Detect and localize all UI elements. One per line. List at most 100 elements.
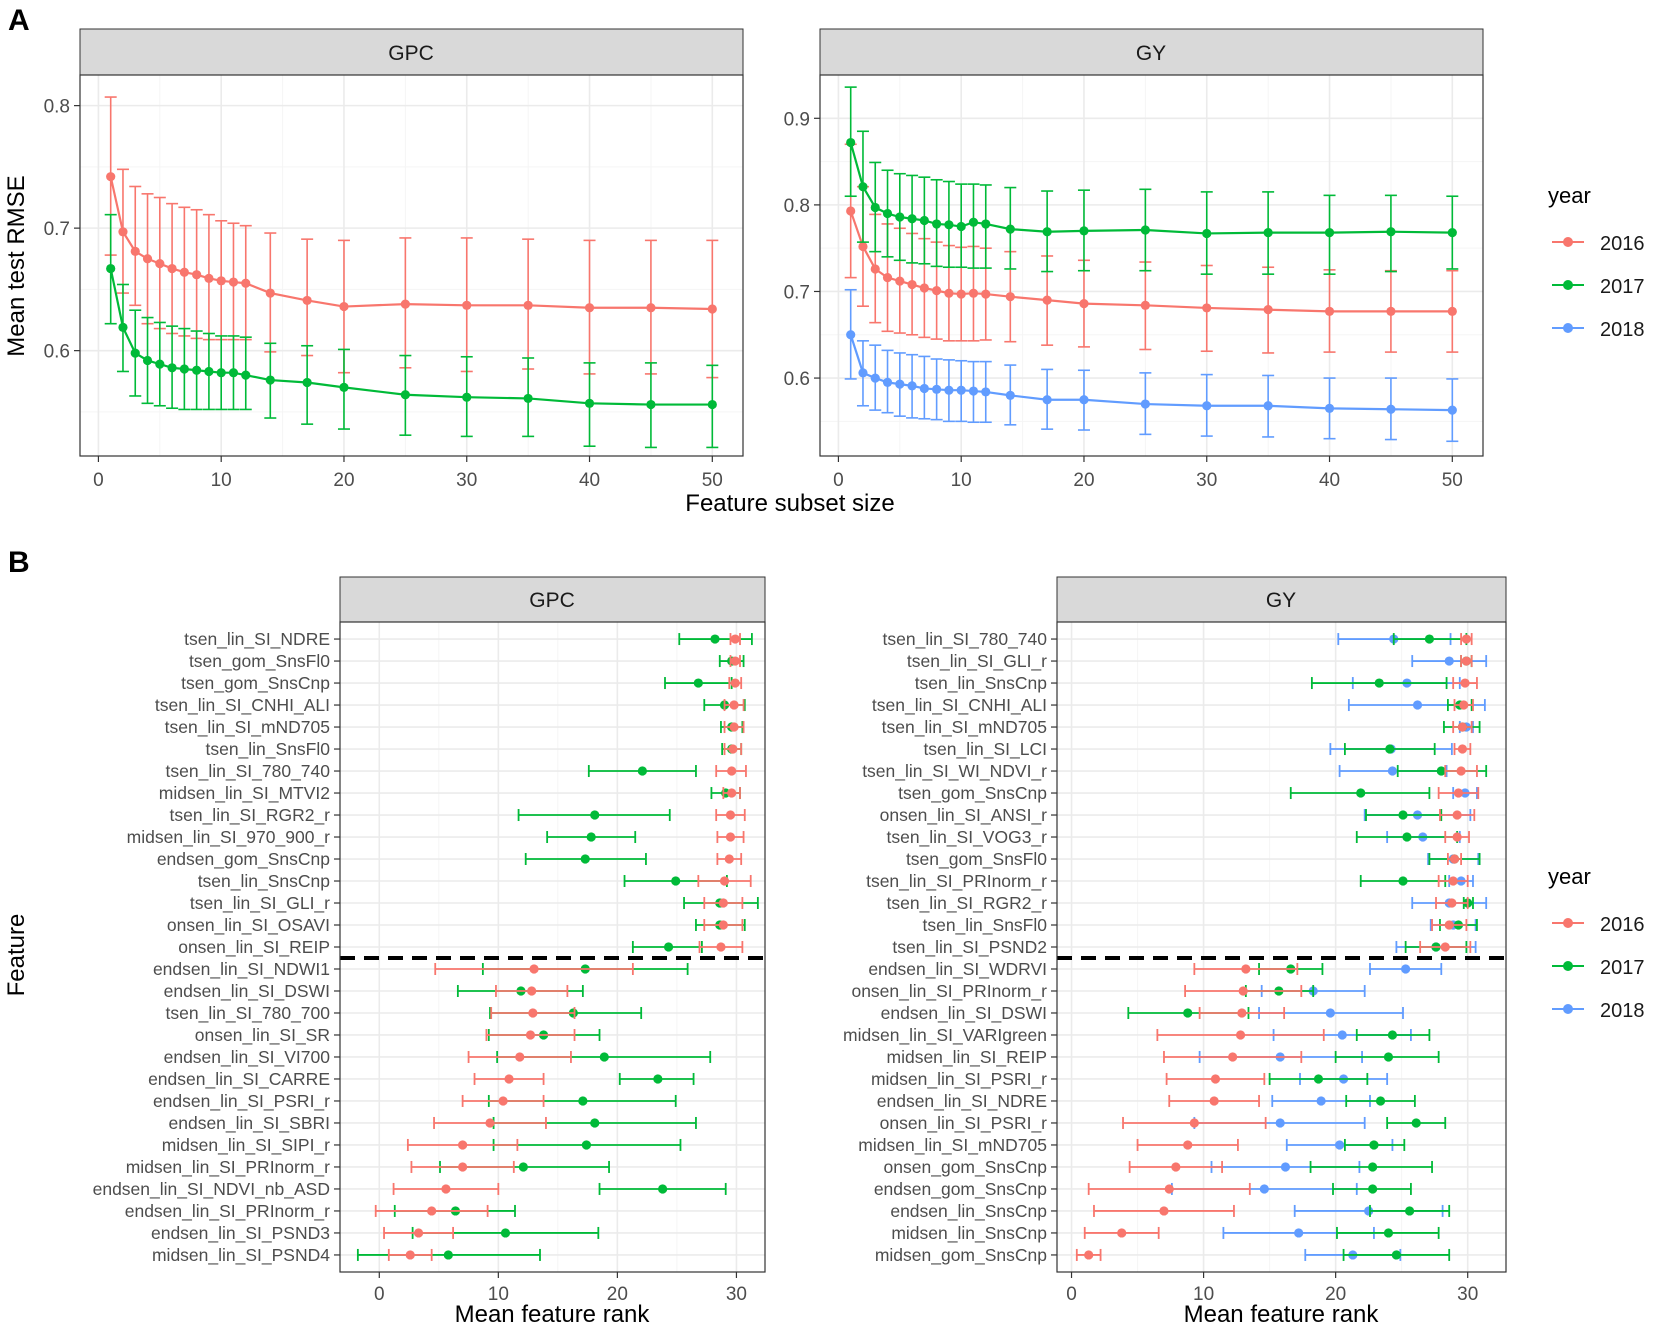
data-point bbox=[1369, 1140, 1379, 1150]
data-point bbox=[1386, 306, 1396, 316]
feature-label: endsen_lin_SI_DSWI bbox=[881, 1003, 1047, 1024]
data-point bbox=[1461, 634, 1471, 644]
feature-label: tsen_lin_SnsCnp bbox=[915, 673, 1047, 694]
data-point bbox=[858, 182, 868, 192]
data-point bbox=[441, 1184, 451, 1194]
data-point bbox=[710, 634, 720, 644]
data-point bbox=[1375, 1096, 1386, 1106]
data-point bbox=[1263, 401, 1273, 411]
data-point bbox=[919, 215, 929, 226]
x-axis-title: Mean feature rank bbox=[455, 1301, 651, 1328]
legend-item-2016: 2016 bbox=[1552, 914, 1645, 936]
data-point bbox=[302, 295, 312, 306]
feature-label: onsen_lin_SI_PSRI_r bbox=[880, 1113, 1047, 1134]
series-2016 bbox=[844, 143, 1459, 354]
feature-label: onsen_lin_SI_ANSI_r bbox=[880, 805, 1047, 826]
data-point bbox=[718, 898, 728, 908]
data-point bbox=[265, 288, 275, 298]
data-point bbox=[528, 1008, 538, 1018]
data-point bbox=[584, 398, 595, 408]
data-point bbox=[427, 1206, 437, 1216]
data-point bbox=[580, 854, 590, 864]
data-point bbox=[1456, 766, 1466, 776]
data-point bbox=[944, 288, 954, 298]
data-point bbox=[1079, 299, 1089, 309]
data-point bbox=[1459, 700, 1469, 710]
data-point bbox=[1140, 300, 1150, 310]
data-point bbox=[1447, 306, 1457, 316]
data-point bbox=[725, 810, 736, 820]
feature-label: tsen_lin_SI_PSND2 bbox=[892, 937, 1047, 958]
data-point bbox=[578, 1096, 588, 1106]
data-point bbox=[241, 370, 251, 380]
data-point bbox=[458, 1140, 468, 1150]
feature-label: tsen_lin_SI_VOG3_r bbox=[886, 827, 1047, 848]
plot-background bbox=[820, 75, 1483, 456]
strip-background bbox=[819, 28, 1484, 76]
data-point bbox=[1398, 810, 1408, 820]
data-point bbox=[518, 1162, 528, 1172]
strip-background bbox=[339, 576, 766, 623]
marks bbox=[104, 96, 719, 449]
data-point bbox=[663, 942, 674, 952]
legend-item-2018: 2018 bbox=[1552, 1000, 1645, 1022]
data-point bbox=[523, 300, 533, 310]
data-point bbox=[1140, 399, 1150, 409]
feature-label: tsen_lin_SnsFl0 bbox=[922, 915, 1047, 936]
feature-label: tsen_lin_SI_mND705 bbox=[882, 717, 1047, 738]
x-tick-label: 50 bbox=[702, 470, 723, 491]
data-point bbox=[529, 964, 539, 974]
legend-label: 2018 bbox=[1600, 319, 1645, 341]
data-point bbox=[1440, 942, 1450, 952]
legend-label: 2017 bbox=[1600, 276, 1645, 298]
b-y-axis-title: Feature bbox=[3, 914, 30, 997]
data-point bbox=[1164, 1184, 1174, 1194]
feature-label: endsen_lin_SI_PRInorm_r bbox=[125, 1201, 330, 1222]
feature-label: endsen_gom_SnsCnp bbox=[874, 1179, 1047, 1200]
legend-item-2017: 2017 bbox=[1552, 957, 1645, 979]
feature-label: midsen_lin_SI_VARIgreen bbox=[843, 1025, 1047, 1046]
feature-label: tsen_gom_SnsCnp bbox=[898, 783, 1047, 804]
data-point bbox=[118, 227, 128, 237]
data-point bbox=[586, 832, 596, 842]
data-point bbox=[728, 744, 738, 754]
data-point bbox=[944, 385, 954, 395]
feature-label: tsen_lin_SI_RGR2_r bbox=[170, 805, 331, 826]
data-point bbox=[658, 1184, 668, 1194]
data-point bbox=[718, 920, 728, 930]
data-point bbox=[192, 270, 202, 280]
panel-a-label: A bbox=[8, 4, 30, 37]
data-point bbox=[653, 1074, 663, 1084]
x-tick-label: 20 bbox=[607, 1284, 628, 1305]
x-tick-label: 10 bbox=[211, 470, 232, 491]
chart-a-gy: GY 0 10 20 30 40 50 0.6 0.7 0.8 0.9 bbox=[784, 28, 1484, 491]
data-point bbox=[1159, 1206, 1169, 1216]
data-point bbox=[1356, 788, 1366, 798]
data-point bbox=[1374, 678, 1384, 688]
data-point bbox=[727, 788, 737, 798]
data-point bbox=[400, 390, 410, 400]
data-point bbox=[1316, 1096, 1326, 1106]
feature-label: tsen_lin_SI_780_740 bbox=[883, 629, 1048, 650]
data-point bbox=[1447, 227, 1457, 238]
data-point bbox=[1386, 404, 1396, 414]
data-point bbox=[1335, 1140, 1345, 1150]
data-point bbox=[1460, 678, 1470, 688]
feature-label: midsen_lin_SnsCnp bbox=[891, 1223, 1047, 1244]
data-point bbox=[858, 368, 868, 378]
data-point bbox=[525, 1030, 536, 1040]
data-point bbox=[118, 322, 128, 332]
strip-label: GPC bbox=[529, 589, 575, 612]
chart-b-gy: GY tsen_lin_SI_780_740tsen_lin_SI_GLI_rt… bbox=[843, 576, 1507, 1328]
data-point bbox=[895, 276, 905, 286]
data-point bbox=[413, 1228, 424, 1238]
data-point bbox=[719, 876, 730, 886]
data-point bbox=[1368, 1162, 1378, 1172]
data-point bbox=[1263, 305, 1273, 315]
feature-label: endsen_lin_SI_WDRVI bbox=[868, 959, 1047, 980]
x-axis-title: Mean feature rank bbox=[1184, 1301, 1380, 1328]
data-point bbox=[956, 289, 966, 299]
data-point bbox=[1387, 1030, 1398, 1040]
data-point bbox=[870, 373, 880, 383]
data-point bbox=[646, 303, 656, 313]
